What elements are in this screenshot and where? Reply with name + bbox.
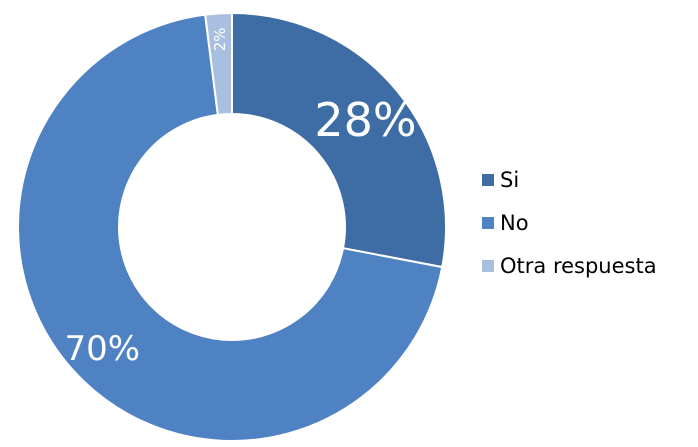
slice-si: [231, 11, 447, 269]
data-labels: 28% 70% 2%: [64, 27, 416, 368]
slice-otra-respuesta: [204, 11, 233, 117]
legend-swatch-si: [482, 174, 494, 186]
data-label-no: 70%: [64, 329, 140, 369]
legend-swatch-no: [482, 217, 494, 229]
legend: Si No Otra respuesta: [482, 168, 657, 278]
data-label-si: 28%: [314, 93, 416, 147]
legend-label-otra-respuesta: Otra respuesta: [500, 254, 657, 278]
legend-label-no: No: [500, 211, 529, 235]
slice-no: [17, 13, 444, 442]
donut-slices: [17, 11, 447, 442]
data-label-otra-respuesta: 2%: [211, 27, 229, 51]
legend-label-si: Si: [500, 168, 519, 192]
legend-swatch-otra-respuesta: [482, 260, 494, 272]
